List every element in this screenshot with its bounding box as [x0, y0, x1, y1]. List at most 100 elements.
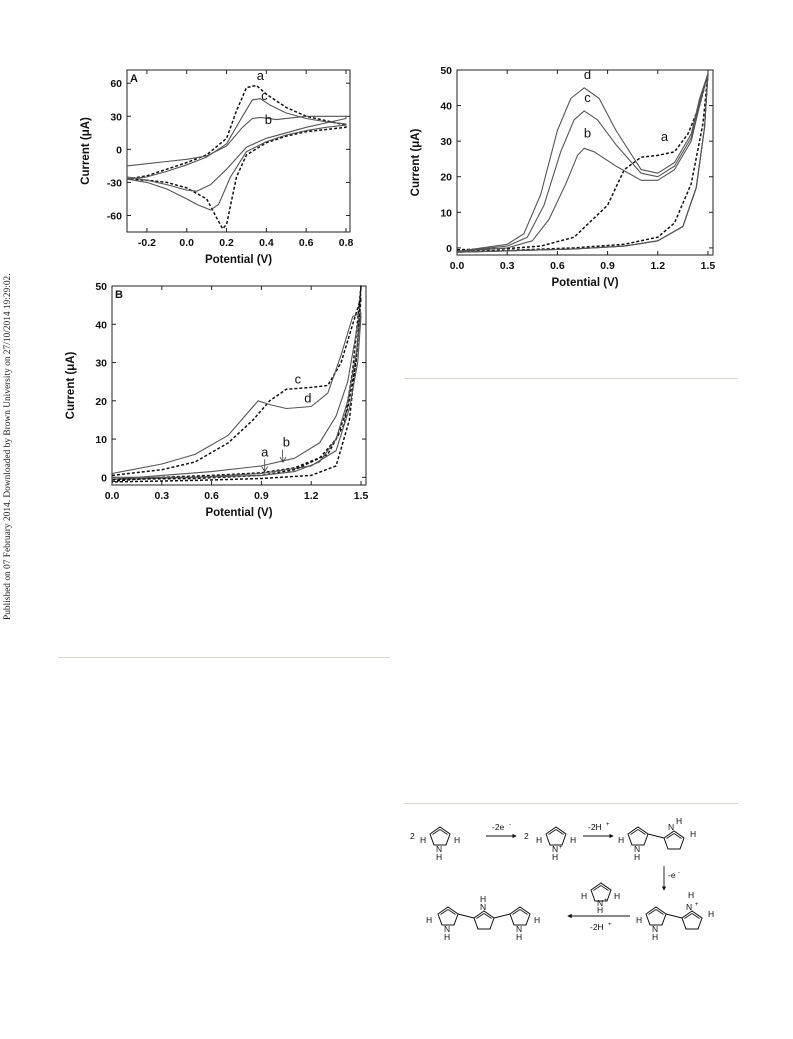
x-tick-label: 0.0 [179, 237, 194, 249]
x-tick-label: 0.6 [550, 260, 565, 272]
plot-frame [456, 69, 714, 256]
svg-text:H: H [570, 835, 576, 845]
series-label-a: a [257, 68, 265, 83]
series-curve-a [126, 84, 347, 230]
series-curve-b [126, 115, 347, 192]
series-label-a: a [261, 444, 269, 459]
step-oxidation-sup: - [509, 822, 511, 828]
y-tick-label: 20 [95, 396, 107, 408]
series-label-c: c [584, 90, 591, 105]
svg-text:H: H [516, 932, 522, 942]
bipyrrole: H N H N H H [618, 816, 696, 862]
svg-text:N: N [552, 844, 558, 854]
series-label-d: d [584, 67, 591, 82]
series-label-d: d [304, 391, 311, 406]
x-axis-label: Potential (V) [551, 277, 618, 289]
series-curve-b [111, 316, 362, 480]
x-tick-label: 0.0 [105, 490, 120, 502]
radical-cation: H H N H + [536, 826, 576, 862]
svg-text:N: N [444, 924, 450, 934]
step-final-deprotonation-label: -2H [590, 922, 604, 932]
x-tick-label: 0.3 [500, 260, 515, 272]
x-tick-label: 0.9 [600, 260, 615, 272]
added-radical-cation: H H N H + [581, 882, 620, 915]
y-tick-label: 60 [110, 78, 122, 90]
pyrrole-n: N [436, 844, 442, 854]
lsv-chart-panel-b: 0.0 0.3 0.6 0.9 1.2 1.5 0 10 20 30 40 50 Potential (… [65, 281, 368, 519]
series-label-b: b [584, 126, 591, 141]
series-curve-b [456, 73, 709, 253]
x-tick-label: 0.2 [219, 237, 234, 249]
x-axis-label: Potential (V) [205, 254, 272, 266]
x-tick-label: 0.8 [339, 237, 354, 249]
svg-text:H: H [426, 915, 432, 925]
svg-text:N: N [634, 844, 640, 854]
series-curve-c [456, 73, 709, 253]
svg-text:H: H [444, 932, 450, 942]
svg-text:H: H [480, 894, 486, 904]
x-tick-label: 1.2 [650, 260, 665, 272]
svg-text:N: N [597, 898, 603, 908]
y-tick-label: 40 [440, 101, 452, 113]
series-arrowhead-b [279, 456, 287, 463]
svg-text:+: + [559, 845, 563, 851]
pyrrole-monomer: H H N H [420, 826, 460, 862]
cv-chart-panel-a: -0.2 0.0 0.2 0.4 0.6 0.8 -60 -30 0 30 60 Potential … [80, 68, 354, 266]
pyrrole-h-right: H [454, 835, 460, 845]
series-label-a: a [661, 129, 669, 144]
svg-text:H: H [676, 816, 682, 826]
step-final-deprotonation-sup: + [608, 922, 612, 928]
svg-text:H: H [581, 891, 587, 901]
svg-text:H: H [618, 835, 624, 845]
svg-text:H: H [614, 891, 620, 901]
svg-text:+: + [604, 898, 608, 904]
x-tick-label: 0.3 [154, 490, 169, 502]
terpyrrole: H N H N H N H H [426, 894, 540, 942]
svg-text:N: N [668, 822, 674, 832]
x-tick-label: 1.2 [304, 490, 319, 502]
x-tick-label: 0.0 [450, 260, 465, 272]
panel-letter: B [115, 289, 123, 301]
x-tick-label: 0.6 [299, 237, 314, 249]
svg-text:H: H [597, 905, 603, 915]
series-arrow-b [281, 449, 284, 463]
polymerization-scheme: 2 H H N H -2e - 2 H H N H + -2H + H N H … [410, 816, 714, 942]
step-second-oxidation-label: -e [668, 870, 676, 880]
y-tick-label: 50 [440, 65, 452, 77]
svg-text:+: + [695, 902, 699, 908]
y-tick-label: 10 [440, 207, 452, 219]
download-notice: Published on 07 February 2014. Downloade… [3, 273, 23, 640]
step-second-oxidation-sup: - [678, 870, 680, 876]
y-tick-label: -60 [107, 210, 122, 222]
svg-text:H: H [634, 852, 640, 862]
x-tick-label: 1.5 [701, 260, 716, 272]
svg-text:H: H [552, 852, 558, 862]
y-axis-label: Current (μA) [80, 117, 92, 185]
lsv-chart-panel-c: 0.0 0.3 0.6 0.9 1.2 1.5 0 10 20 30 40 50 Potential (… [410, 65, 716, 289]
x-tick-label: 0.9 [254, 490, 269, 502]
y-tick-label: 10 [95, 434, 107, 446]
divider-left [58, 657, 390, 658]
series-arrowhead-a [261, 466, 269, 473]
y-tick-label: 0 [101, 472, 107, 484]
scheme-coefficient-1: 2 [410, 831, 415, 841]
divider-right-top [404, 378, 738, 379]
svg-text:H: H [708, 909, 714, 919]
series-curve-d [111, 312, 362, 478]
divider-right-bottom [404, 803, 738, 804]
svg-text:H: H [690, 829, 696, 839]
x-tick-label: -0.2 [138, 237, 156, 249]
series-label-c: c [261, 88, 268, 103]
series-label-b: b [283, 435, 290, 450]
series-label-c: c [295, 372, 302, 387]
x-tick-label: 0.4 [259, 237, 274, 249]
svg-text:H: H [652, 932, 658, 942]
series-curve-c [126, 98, 347, 211]
scheme-coefficient-2: 2 [524, 831, 529, 841]
x-tick-label: 0.6 [204, 490, 219, 502]
series-label-b: b [265, 112, 272, 127]
y-tick-label: 30 [110, 111, 122, 123]
series-curve-a [456, 72, 709, 253]
step-oxidation-label: -2e [492, 822, 505, 832]
svg-text:N: N [652, 924, 658, 934]
